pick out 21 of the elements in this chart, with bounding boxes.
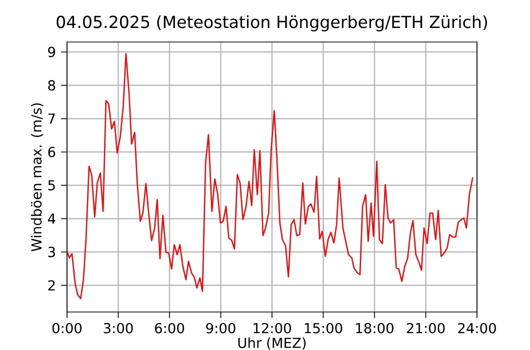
y-axis-title: Windböen max. (m/s): [30, 103, 44, 252]
x-tick-label: 9:00: [206, 322, 236, 334]
x-tick-label: 21:00: [406, 322, 445, 334]
y-tick-label: 9: [48, 46, 56, 58]
y-tick-label: 2: [48, 280, 55, 290]
y-tick-label: 6: [48, 146, 56, 158]
y-tick-label: 8: [48, 80, 56, 91]
x-tick-label: 0:00: [52, 322, 82, 334]
y-tick-label: 5: [48, 180, 55, 190]
x-axis-title: Uhr (MEZ): [238, 337, 306, 350]
x-tick-label: 12:00: [254, 322, 291, 334]
y-tick-label: 7: [48, 114, 55, 124]
x-tick-label: 3:00: [104, 322, 133, 334]
y-tick-label: 3: [48, 246, 55, 258]
chart-title: 04.05.2025 (Meteostation Hönggerberg/ETH Zürich): [56, 15, 487, 32]
y-tick-label: 4: [48, 214, 56, 224]
line-series: [67, 53, 474, 300]
x-tick-label: 15:00: [304, 322, 342, 334]
x-tick-label: 6:00: [155, 322, 184, 334]
x-tick-label: 18:00: [356, 322, 394, 334]
x-tick-label: 24:00: [458, 322, 496, 334]
